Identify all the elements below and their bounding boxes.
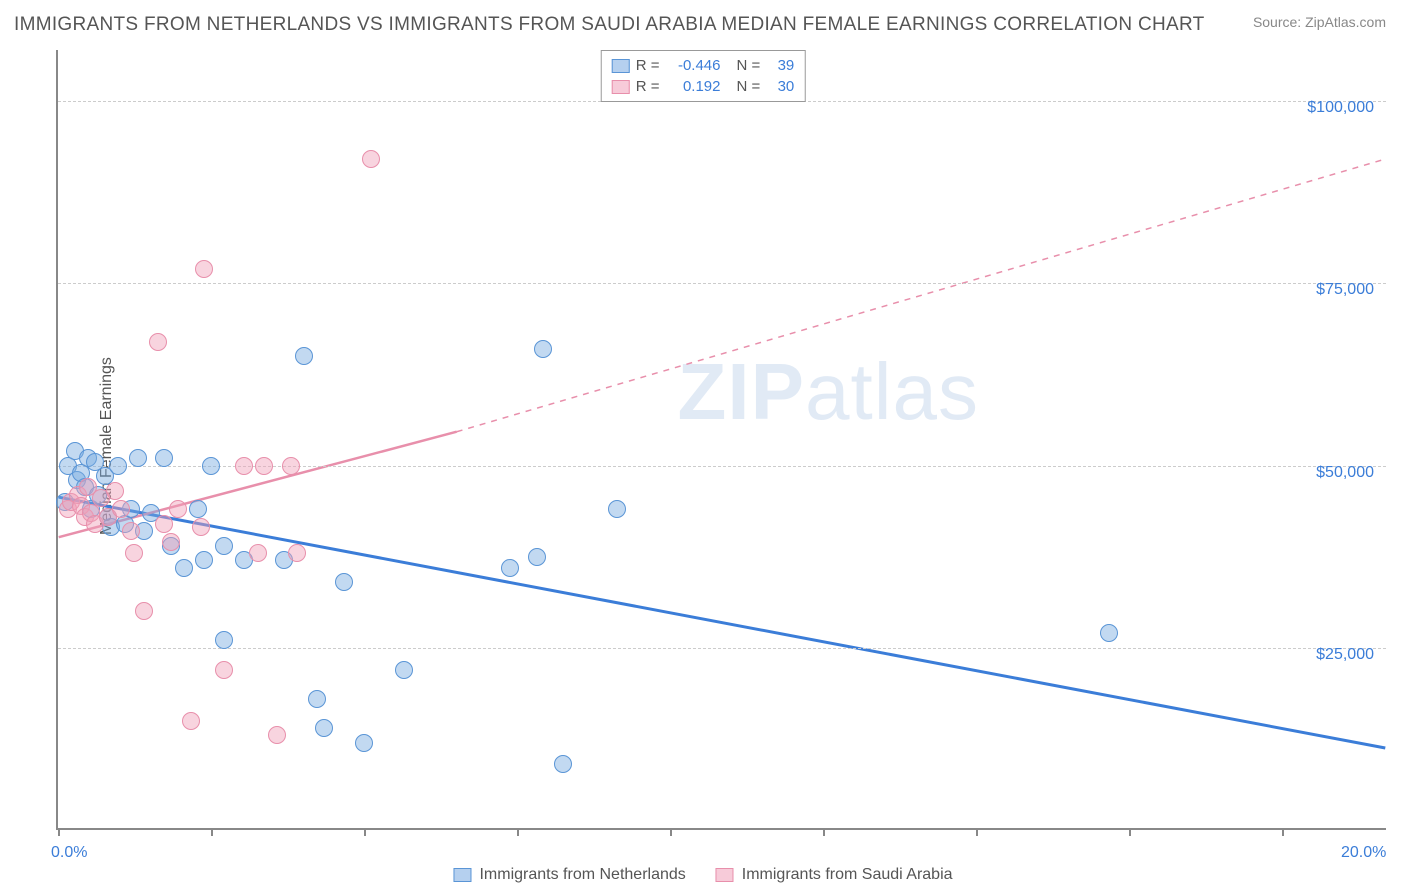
stats-legend-row: R = -0.446 N =39: [612, 55, 795, 76]
data-point: [554, 755, 572, 773]
data-point: [295, 347, 313, 365]
data-point: [135, 602, 153, 620]
data-point: [335, 573, 353, 591]
stat-n-value: 39: [766, 55, 794, 76]
data-point: [534, 340, 552, 358]
data-point: [362, 150, 380, 168]
stat-n-label: N =: [737, 55, 761, 76]
data-point: [1100, 624, 1118, 642]
stat-r-value: -0.446: [666, 55, 721, 76]
data-point: [106, 482, 124, 500]
data-point: [282, 457, 300, 475]
data-point: [122, 522, 140, 540]
data-point: [308, 690, 326, 708]
data-point: [112, 500, 130, 518]
legend-swatch: [453, 868, 471, 882]
data-point: [169, 500, 187, 518]
stat-r-value: 0.192: [666, 76, 721, 97]
data-point: [125, 544, 143, 562]
data-point: [162, 533, 180, 551]
stat-n-label: N =: [737, 76, 761, 97]
x-tick: [1282, 828, 1284, 836]
x-tick: [823, 828, 825, 836]
data-point: [215, 631, 233, 649]
data-point: [249, 544, 267, 562]
x-axis-max-label: 20.0%: [1341, 844, 1386, 862]
series-legend: Immigrants from Netherlands Immigrants fr…: [453, 866, 952, 884]
x-tick: [58, 828, 60, 836]
data-point: [315, 719, 333, 737]
data-point: [501, 559, 519, 577]
y-tick-label: $75,000: [1316, 281, 1374, 299]
stats-legend-row: R = 0.192 N =30: [612, 76, 795, 97]
data-point: [608, 500, 626, 518]
y-tick-label: $25,000: [1316, 646, 1374, 664]
trendline: [59, 497, 1386, 748]
data-point: [182, 712, 200, 730]
watermark: ZIPatlas: [678, 346, 979, 438]
data-point: [149, 333, 167, 351]
x-tick: [517, 828, 519, 836]
data-point: [155, 515, 173, 533]
data-point: [215, 661, 233, 679]
stat-r-label: R =: [636, 76, 660, 97]
series-label: Immigrants from Saudi Arabia: [742, 866, 953, 884]
plot-area: ZIPatlas $25,000 $50,000 $75,000 $100,000: [56, 50, 1386, 830]
data-point: [355, 734, 373, 752]
x-tick: [670, 828, 672, 836]
chart-title: IMMIGRANTS FROM NETHERLANDS VS IMMIGRANT…: [14, 14, 1205, 36]
legend-swatch: [716, 868, 734, 882]
data-point: [528, 548, 546, 566]
data-point: [215, 537, 233, 555]
gridline: [58, 648, 1386, 649]
stat-n-value: 30: [766, 76, 794, 97]
x-tick: [211, 828, 213, 836]
stat-r-label: R =: [636, 55, 660, 76]
gridline: [58, 283, 1386, 284]
x-tick: [976, 828, 978, 836]
data-point: [129, 449, 147, 467]
series-label: Immigrants from Netherlands: [479, 866, 685, 884]
data-point: [235, 457, 253, 475]
trendlines-layer: [58, 50, 1386, 828]
series-legend-item: Immigrants from Saudi Arabia: [716, 866, 953, 884]
legend-swatch: [612, 80, 630, 94]
source-prefix: Source:: [1253, 14, 1305, 30]
x-axis-min-label: 0.0%: [51, 844, 87, 862]
data-point: [202, 457, 220, 475]
legend-swatch: [612, 59, 630, 73]
data-point: [189, 500, 207, 518]
y-tick-label: $50,000: [1316, 464, 1374, 482]
data-point: [192, 518, 210, 536]
x-tick: [364, 828, 366, 836]
stats-legend: R = -0.446 N =39 R = 0.192 N =30: [601, 50, 806, 102]
data-point: [109, 457, 127, 475]
x-tick: [1129, 828, 1131, 836]
y-tick-label: $100,000: [1307, 99, 1374, 117]
data-point: [175, 559, 193, 577]
source-attribution: Source: ZipAtlas.com: [1253, 14, 1386, 30]
source-link[interactable]: ZipAtlas.com: [1305, 14, 1386, 30]
data-point: [155, 449, 173, 467]
series-legend-item: Immigrants from Netherlands: [453, 866, 685, 884]
data-point: [395, 661, 413, 679]
data-point: [195, 260, 213, 278]
data-point: [288, 544, 306, 562]
data-point: [268, 726, 286, 744]
data-point: [195, 551, 213, 569]
data-point: [255, 457, 273, 475]
trendline-extrapolated: [457, 159, 1386, 432]
